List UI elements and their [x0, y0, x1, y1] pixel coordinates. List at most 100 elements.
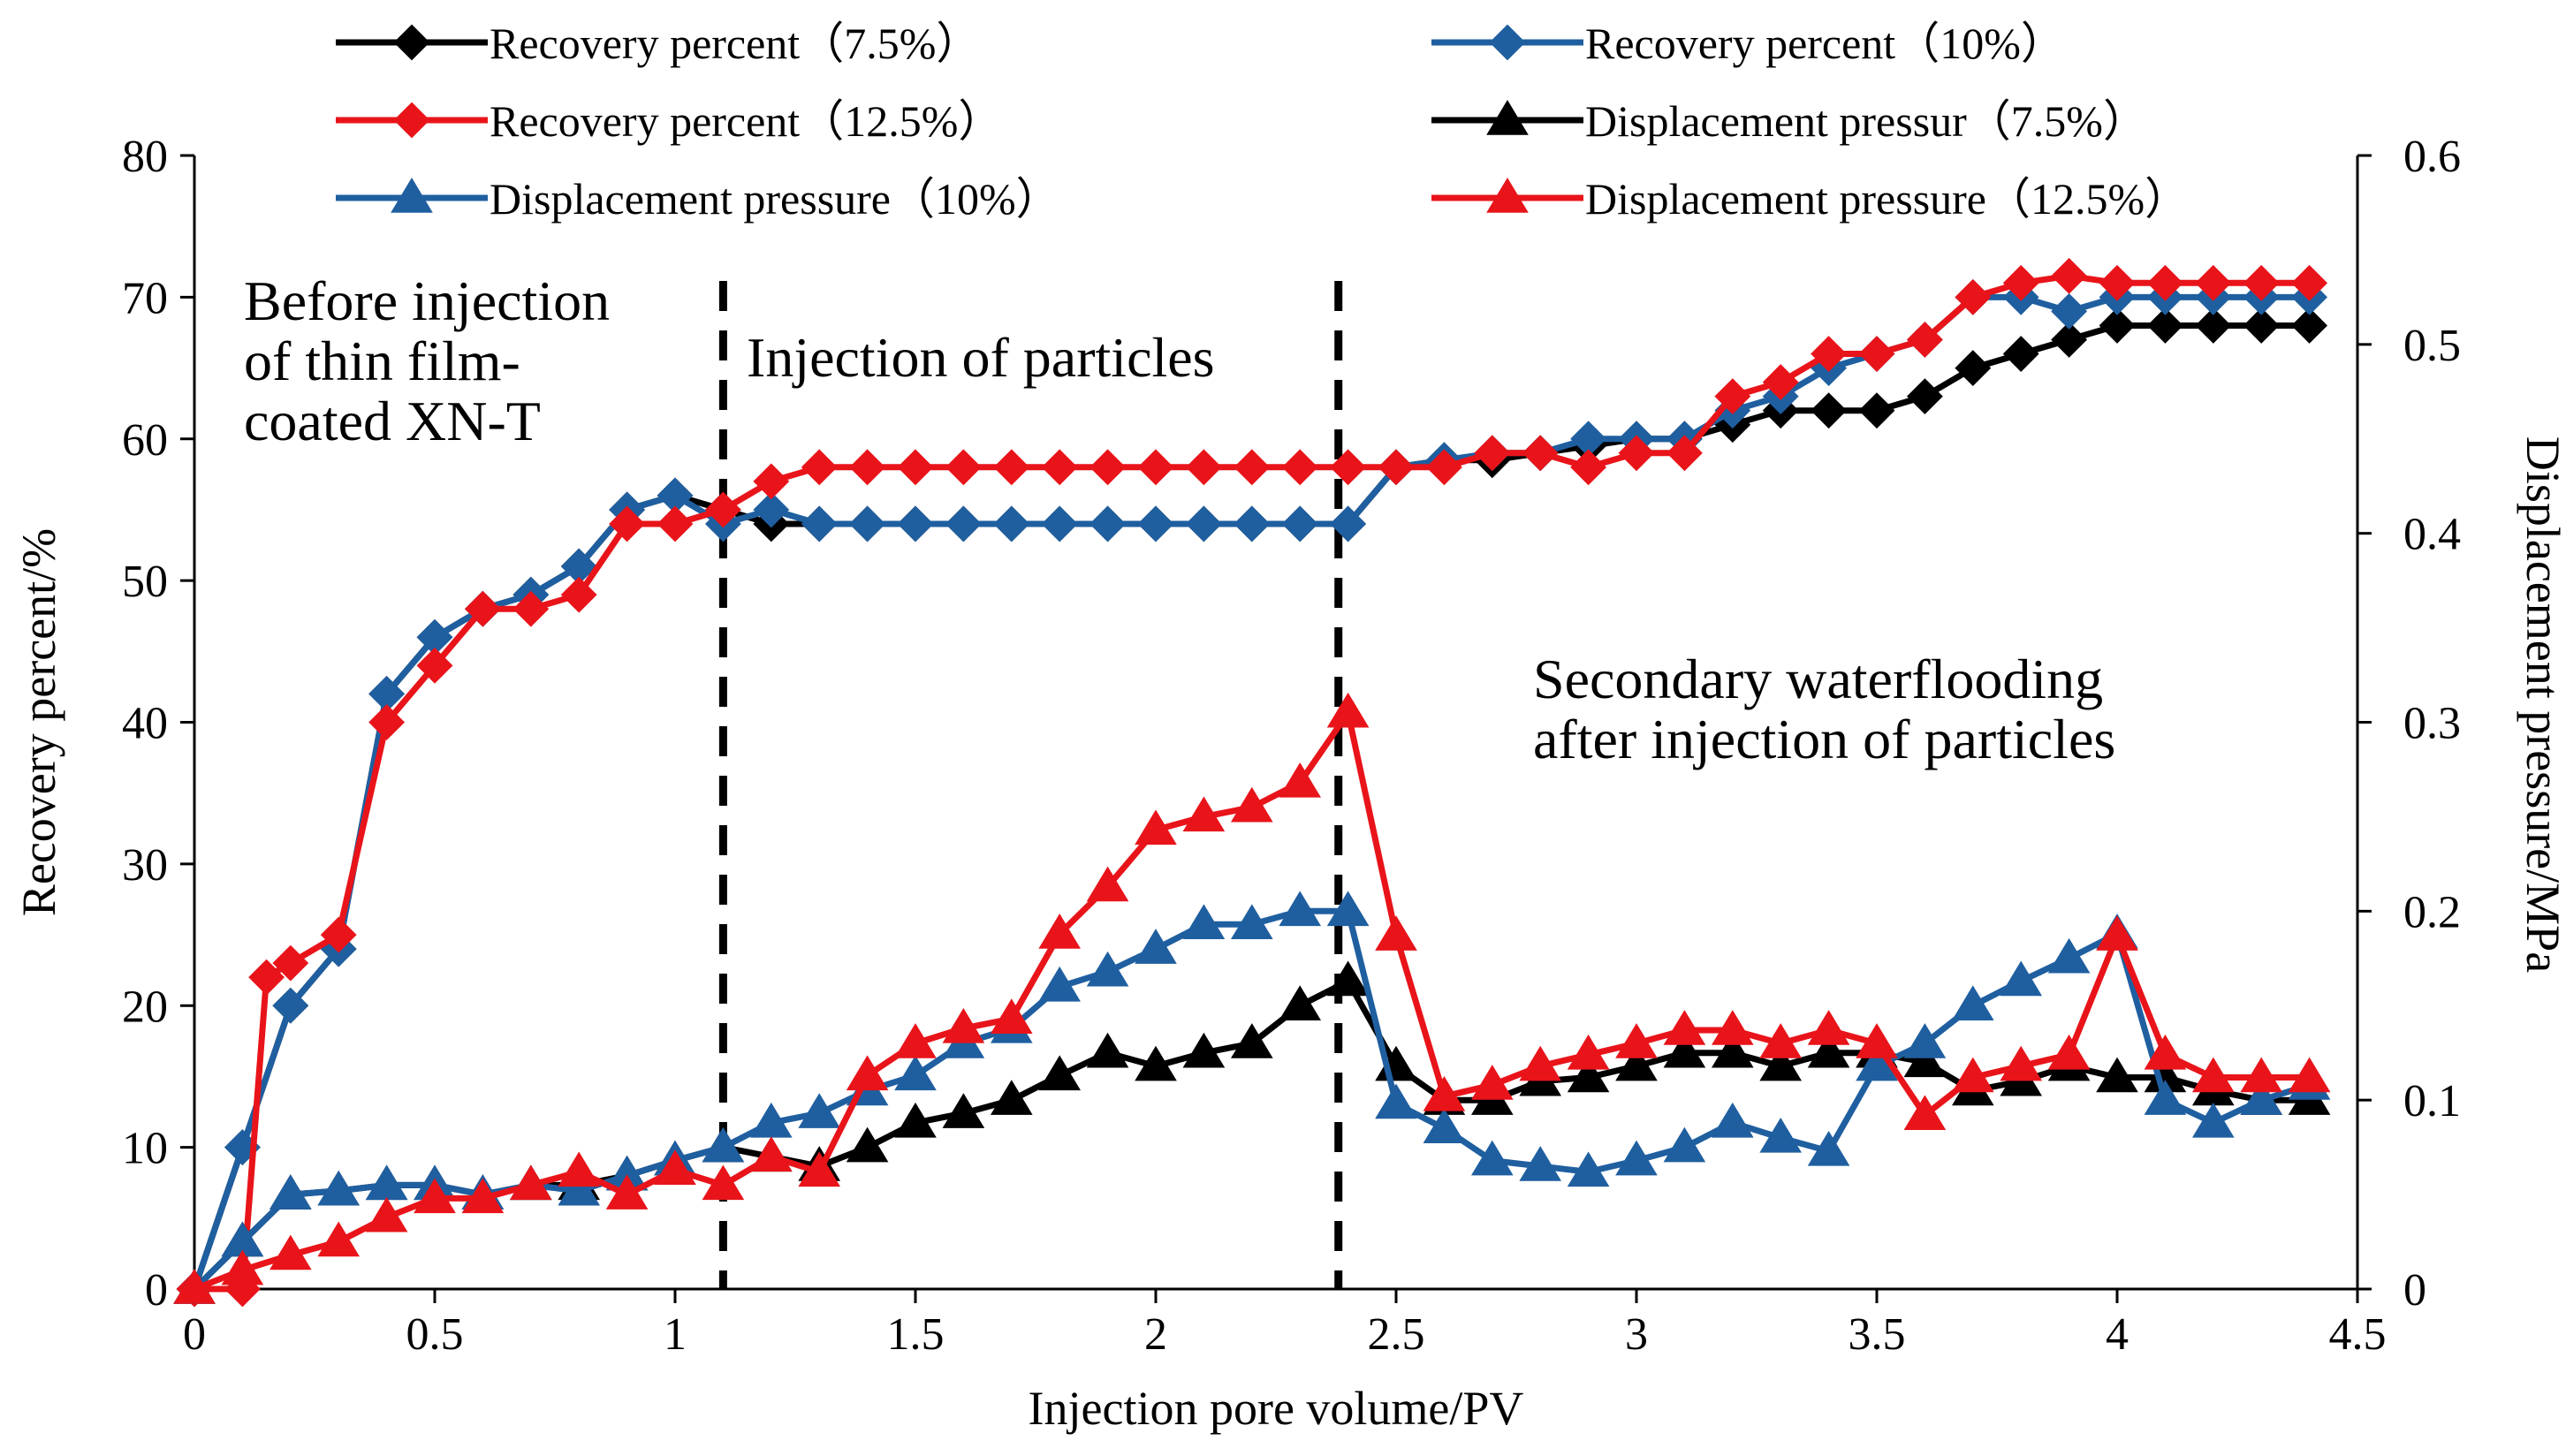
data-point — [2195, 264, 2232, 301]
data-point — [993, 449, 1030, 486]
data-point — [1903, 1095, 1947, 1131]
annotations: Before injection of thin film-coated XN-T… — [244, 269, 2115, 770]
legend-entry-1: Recovery percent（10%） — [1431, 19, 2065, 68]
data-point — [1230, 904, 1273, 940]
data-point — [704, 491, 741, 528]
data-point — [512, 590, 550, 627]
data-point — [1906, 378, 1943, 415]
data-point — [1470, 1140, 1514, 1176]
data-point — [897, 505, 934, 542]
data-point — [1375, 915, 1417, 951]
y-tick-label: 70 — [122, 273, 168, 323]
y-tick-label: 10 — [122, 1124, 168, 1174]
data-point — [798, 1151, 841, 1187]
data-point — [846, 1055, 889, 1091]
x-tick-label: 2 — [1144, 1309, 1167, 1360]
data-point — [1570, 449, 1607, 486]
legend-label: Recovery percent（12.5%） — [490, 96, 1002, 146]
data-point — [1185, 449, 1222, 486]
legend-label: Recovery percent（7.5%） — [490, 19, 980, 68]
y2-tick-label: 0.2 — [2403, 887, 2461, 937]
y-tick-label: 40 — [122, 699, 168, 749]
data-point — [801, 449, 838, 486]
data-point — [753, 463, 790, 500]
data-point — [1038, 966, 1082, 1002]
data-point — [1856, 1023, 1898, 1058]
data-point — [1811, 392, 1848, 429]
data-point — [605, 1174, 649, 1210]
legend-label: Displacement pressure（10%） — [490, 174, 1060, 224]
x-tick-label: 0.5 — [406, 1309, 464, 1360]
data-point — [272, 987, 309, 1024]
y2-tick-label: 0.5 — [2403, 321, 2461, 371]
data-point — [2240, 1080, 2283, 1115]
data-point — [1425, 449, 1462, 486]
annotation-1: Injection of particles — [747, 326, 1215, 389]
data-point — [1230, 786, 1273, 823]
x-tick-label: 1.5 — [887, 1309, 945, 1360]
data-point — [1807, 1032, 1850, 1068]
data-point — [414, 1178, 456, 1214]
data-point — [2051, 322, 2088, 358]
data-point — [1182, 1032, 1226, 1068]
data-point — [849, 505, 886, 542]
data-point — [1041, 449, 1078, 486]
data-point — [990, 1080, 1033, 1115]
data-point — [1470, 1065, 1514, 1100]
data-point — [1234, 449, 1271, 486]
data-point — [1041, 505, 1078, 542]
data-point — [894, 1023, 937, 1058]
data-point — [1567, 1057, 1610, 1093]
data-point — [945, 505, 982, 542]
data-point — [2096, 915, 2138, 951]
annotation-line: coated XN-T — [244, 390, 541, 452]
legend-entry-3: Displacement pressur（7.5%） — [1431, 96, 2147, 146]
data-point — [846, 1126, 889, 1163]
data-point — [1858, 336, 1895, 372]
x-tick-label: 0 — [183, 1309, 206, 1360]
data-point — [2047, 1034, 2091, 1070]
data-point — [702, 1164, 745, 1201]
data-point — [2099, 307, 2136, 344]
legend-entry-5: Displacement pressure（12.5%） — [1431, 174, 2189, 224]
x-tick-label: 3.5 — [1849, 1309, 1906, 1360]
data-point — [269, 1234, 312, 1270]
data-point — [1663, 1126, 1706, 1163]
series-3 — [173, 960, 2331, 1304]
data-point — [945, 449, 982, 486]
data-point — [1519, 1146, 1562, 1181]
legend-label: Displacement pressur（7.5%） — [1585, 96, 2147, 146]
data-point — [1038, 914, 1082, 949]
data-point — [2144, 1034, 2187, 1070]
data-point — [1330, 505, 1367, 542]
data-point — [942, 1093, 985, 1128]
data-point — [1378, 449, 1415, 486]
data-point — [2099, 264, 2136, 301]
data-point — [2051, 257, 2088, 294]
data-point — [1135, 809, 1177, 846]
data-point — [1955, 278, 1992, 315]
y2-tick-label: 0.3 — [2403, 699, 2461, 749]
y-tick-label: 80 — [122, 132, 168, 182]
data-point — [2051, 292, 2088, 330]
series-2 — [176, 257, 2328, 1308]
data-point — [849, 449, 886, 486]
data-point — [2047, 937, 2091, 974]
series-line — [191, 272, 2313, 1293]
data-point — [1038, 1055, 1082, 1091]
data-point — [654, 1149, 696, 1186]
data-point — [1086, 866, 1129, 902]
series-5 — [173, 692, 2331, 1304]
legend: Recovery percent（7.5%） Recovery percent（1… — [336, 19, 2189, 224]
data-point — [1615, 1045, 1658, 1081]
data-point — [1089, 449, 1127, 486]
y-axis-title: Recovery percent/% — [12, 528, 65, 916]
data-point — [2288, 1057, 2331, 1093]
data-point — [1137, 449, 1174, 486]
data-point — [1330, 449, 1367, 486]
legend-swatch-marker — [1486, 178, 1529, 213]
y2-axis-title: Displacement pressure/MPa — [2517, 436, 2566, 973]
data-point — [1279, 891, 1322, 927]
data-point — [1856, 1045, 1898, 1081]
data-point — [753, 491, 790, 528]
